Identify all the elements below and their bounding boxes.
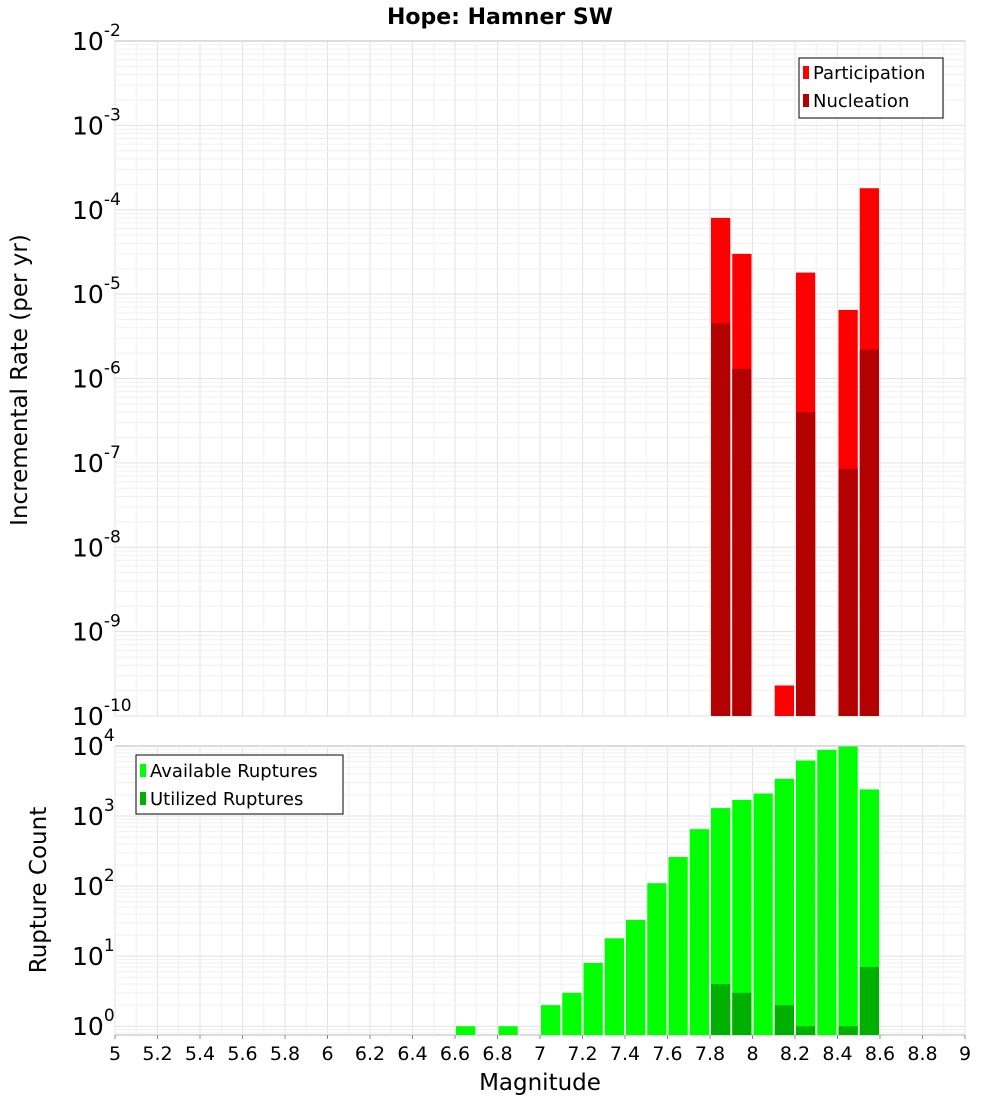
x-tick-label: 6 [321, 1043, 333, 1065]
x-tick-label: 5.6 [227, 1043, 257, 1065]
x-tick-label: 7.2 [567, 1043, 597, 1065]
x-tick-label: 5 [109, 1043, 121, 1065]
x-tick-label: 7.8 [695, 1043, 725, 1065]
x-tick-label: 7 [534, 1043, 546, 1065]
count-panel: 100 101 102 103 104 Available Ruptures Utili… [26, 726, 971, 1096]
count-bar-available-ruptures [604, 938, 624, 1035]
x-tick-label: 9 [959, 1043, 971, 1065]
count-y-tick-label: 100 [72, 1006, 115, 1041]
count-bar-available-ruptures [541, 1005, 561, 1035]
count-y-tick-label: 102 [72, 866, 115, 901]
rate-y-tick-label: 10-3 [72, 105, 121, 140]
count-bar-available-ruptures [711, 808, 731, 1035]
nucleation-legend-label: Nucleation [813, 91, 909, 112]
x-tick-label: 8.8 [907, 1043, 937, 1065]
count-bar-available-ruptures [732, 799, 752, 1035]
count-legend-box [135, 754, 344, 815]
rate-panel: 10-10 10-9 10-8 10-7 10-6 10-5 10-4 10-3 10-2 Pa… [7, 21, 966, 731]
count-bar-utilized-ruptures [859, 967, 879, 1035]
rate-y-tick-label: 10-5 [72, 274, 121, 309]
available-ruptures-legend-label: Available Ruptures [150, 761, 318, 782]
rate-legend: Participation Nucleation [798, 57, 944, 119]
count-bar-available-ruptures [456, 1026, 476, 1035]
rate-bar-nucleation [796, 412, 816, 716]
x-tick-label: 5.2 [142, 1043, 172, 1065]
rate-y-tick-label: 10-8 [72, 527, 121, 562]
count-bar-available-ruptures [668, 857, 688, 1035]
participation-legend-label: Participation [813, 63, 925, 84]
x-tick-label: 6.8 [482, 1043, 512, 1065]
count-bar-utilized-ruptures [732, 992, 752, 1035]
rate-y-tick-label: 10-2 [72, 21, 121, 56]
count-legend: Available Ruptures Utilized Ruptures [135, 754, 344, 815]
rate-y-tick-label: 10-10 [72, 696, 132, 731]
count-y-tick-label: 103 [72, 796, 115, 831]
utilized-ruptures-legend-swatch [140, 792, 146, 805]
x-axis-label: Magnitude [479, 1070, 601, 1096]
x-tick-label: 6.2 [355, 1043, 385, 1065]
count-y-axis-label: Rupture Count [26, 807, 52, 973]
x-tick-label: 8.2 [780, 1043, 810, 1065]
count-bar-available-ruptures [626, 919, 646, 1035]
count-bar-available-ruptures [498, 1026, 518, 1035]
rate-y-tick-label: 10-4 [72, 190, 121, 225]
count-bar-utilized-ruptures [838, 1026, 858, 1035]
x-tick-label: 5.4 [185, 1043, 215, 1065]
rate-legend-box [798, 57, 944, 119]
participation-legend-swatch [803, 66, 809, 79]
x-tick-label: 6.4 [397, 1043, 427, 1065]
rate-y-tick-label: 10-7 [72, 443, 121, 478]
available-ruptures-legend-swatch [140, 764, 146, 777]
count-bar-available-ruptures [796, 760, 816, 1035]
count-bar-utilized-ruptures [774, 1005, 794, 1035]
count-bar-available-ruptures [838, 746, 858, 1035]
rate-y-tick-label: 10-9 [72, 612, 121, 647]
rate-bar-nucleation [732, 368, 752, 716]
rate-bar-nucleation [838, 468, 858, 716]
count-bar-available-ruptures [753, 793, 773, 1035]
x-tick-label: 7.6 [652, 1043, 682, 1065]
x-tick-label: 5.8 [270, 1043, 300, 1065]
count-y-tick-label: 104 [72, 726, 115, 761]
count-bar-available-ruptures [689, 829, 709, 1035]
count-y-ticks: 100 101 102 103 104 [72, 726, 115, 1041]
rate-bar-nucleation [859, 349, 879, 716]
count-bars [456, 746, 879, 1035]
chart-title: Hope: Hamner SW [387, 5, 613, 30]
rate-bar-participation [774, 685, 794, 716]
count-y-tick-label: 101 [72, 936, 115, 971]
rate-grid [114, 41, 966, 717]
count-bar-utilized-ruptures [796, 1026, 816, 1035]
rate-y-tick-label: 10-6 [72, 359, 121, 394]
rate-y-axis-label: Incremental Rate (per yr) [7, 234, 33, 526]
count-bar-utilized-ruptures [711, 984, 731, 1035]
x-tick-label: 8.4 [822, 1043, 852, 1065]
x-tick-label: 8.6 [865, 1043, 895, 1065]
x-tick-label: 7.4 [610, 1043, 640, 1065]
nucleation-legend-swatch [803, 94, 809, 107]
rate-bar-nucleation [711, 323, 731, 716]
count-bar-available-ruptures [562, 992, 582, 1035]
count-bar-available-ruptures [774, 778, 794, 1035]
count-bar-available-ruptures [583, 962, 603, 1035]
count-x-ticks: 5 5.2 5.4 5.6 5.8 6 6.2 6.4 6.6 6.8 7 7.2 7.4 7.6 7.8 8… [109, 1035, 971, 1065]
rate-bars [711, 188, 879, 717]
x-tick-label: 6.6 [440, 1043, 470, 1065]
count-bar-available-ruptures [817, 749, 837, 1035]
rate-y-ticks: 10-10 10-9 10-8 10-7 10-6 10-5 10-4 10-3 10-2 [72, 21, 132, 731]
utilized-ruptures-legend-label: Utilized Ruptures [150, 789, 303, 810]
x-tick-label: 8 [746, 1043, 758, 1065]
count-bar-available-ruptures [647, 883, 667, 1035]
